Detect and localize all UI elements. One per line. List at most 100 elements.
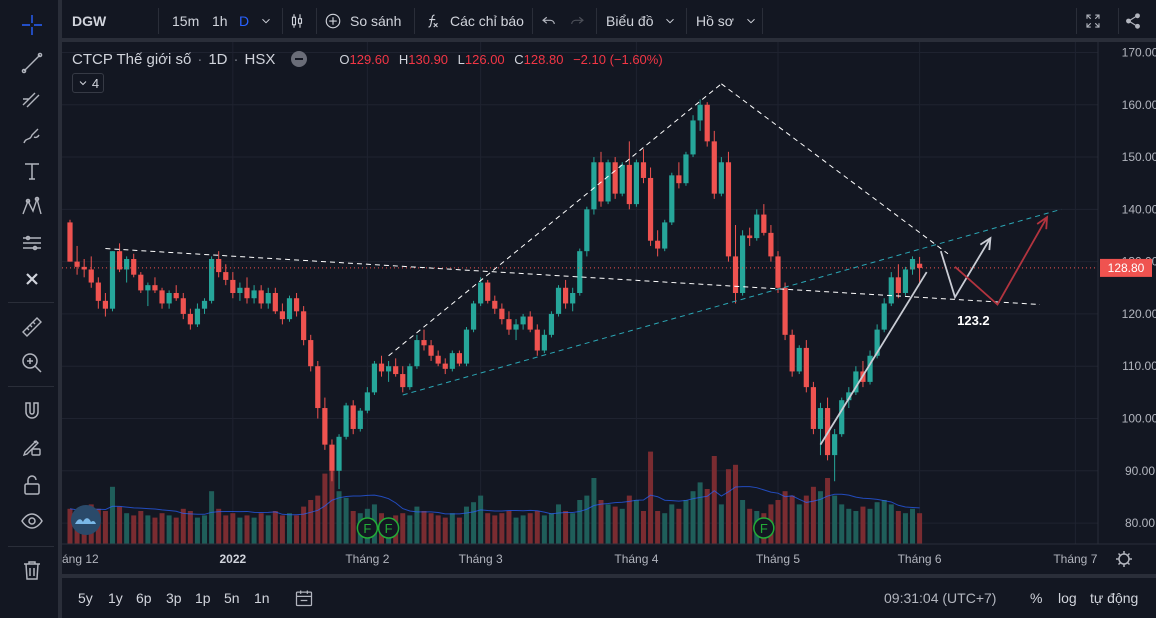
- event-marker[interactable]: F: [753, 517, 775, 539]
- symbol-search[interactable]: DGW: [72, 13, 107, 29]
- candle: [194, 303, 201, 327]
- range-3p[interactable]: 3p: [166, 590, 182, 606]
- text-tool-icon[interactable]: [10, 156, 54, 186]
- clock-timezone[interactable]: 09:31:04 (UTC+7): [884, 590, 997, 606]
- candle: [95, 277, 101, 309]
- percent-toggle[interactable]: %: [1030, 590, 1043, 606]
- candle-body: [308, 340, 314, 367]
- lock-pencil-icon[interactable]: [10, 432, 54, 462]
- event-marker[interactable]: F: [377, 517, 400, 539]
- settings-gear-icon[interactable]: [1116, 551, 1132, 567]
- candle-body: [718, 162, 724, 194]
- compare-button[interactable]: So sánh: [324, 0, 401, 42]
- candle-body: [761, 214, 767, 233]
- layout-menu-button[interactable]: Biểu đồ: [606, 0, 677, 42]
- candle-body: [690, 120, 696, 155]
- candle-body: [102, 300, 108, 309]
- gear-teeth: [1116, 551, 1132, 567]
- auto-scale-toggle[interactable]: tự động: [1090, 590, 1139, 606]
- candle-body: [499, 308, 505, 320]
- undo-icon[interactable]: [540, 0, 558, 42]
- redo-icon[interactable]: [568, 0, 586, 42]
- price-tick-label: 140.00: [1122, 202, 1156, 216]
- candle: [740, 230, 746, 296]
- fib-tool-icon[interactable]: [10, 84, 54, 114]
- chevron-down-icon: [747, 18, 755, 24]
- arrow-head: [1036, 215, 1049, 230]
- volume-bar: [867, 508, 873, 544]
- zoom-in-icon[interactable]: [10, 348, 54, 378]
- candle: [336, 434, 342, 490]
- chevron-down-icon: [666, 18, 675, 24]
- candle-body: [329, 444, 335, 471]
- range-6p[interactable]: 6p: [136, 590, 152, 606]
- candle: [598, 151, 604, 207]
- remove-drawings-icon[interactable]: [10, 264, 54, 294]
- collapse-legend-icon[interactable]: [291, 51, 308, 67]
- candle: [152, 277, 158, 293]
- trend-line-icon[interactable]: [10, 48, 54, 78]
- profile-menu-button[interactable]: Hồ sơ: [696, 0, 758, 42]
- candle: [619, 162, 625, 197]
- range-5y[interactable]: 5y: [78, 590, 93, 606]
- candle-body: [478, 282, 484, 304]
- candle: [470, 300, 477, 333]
- interval-dropdown-chevron-icon[interactable]: [259, 0, 273, 42]
- range-1y[interactable]: 1y: [108, 590, 123, 606]
- magnet-icon[interactable]: [10, 396, 54, 426]
- candle: [357, 408, 363, 432]
- top-toolbar: DGW 15m 1h D So sánh Các chỉ báo Biểu đồ…: [62, 0, 1156, 42]
- price-tick-label: 170.00: [1122, 45, 1156, 59]
- indicators-button[interactable]: Các chỉ báo: [424, 0, 524, 42]
- eye-icon[interactable]: [10, 506, 54, 536]
- fullscreen-icon[interactable]: [1084, 0, 1102, 42]
- pattern-tool-icon[interactable]: [10, 192, 54, 222]
- volume-bar: [832, 495, 838, 544]
- event-marker[interactable]: F: [356, 517, 379, 539]
- volume-bar: [166, 515, 172, 544]
- interval-1h[interactable]: 1h: [212, 13, 228, 29]
- volume-bar: [902, 513, 908, 544]
- candle-style-icon[interactable]: [288, 0, 306, 42]
- candle-body: [527, 316, 533, 330]
- volume-bar: [725, 469, 731, 544]
- price-chart[interactable]: 123.2 FFF 170.00160.00150.00140.00130.00…: [62, 42, 1156, 574]
- chart-pane[interactable]: 123.2 FFF 170.00160.00150.00140.00130.00…: [62, 42, 1156, 574]
- interval-15m[interactable]: 15m: [172, 13, 200, 29]
- lock-icon[interactable]: [10, 470, 54, 500]
- candle: [138, 272, 144, 293]
- volume-bar: [117, 506, 123, 544]
- range-5n[interactable]: 5n: [224, 590, 240, 606]
- volume-bar: [244, 515, 250, 544]
- indicators-toggle[interactable]: 4: [72, 73, 104, 93]
- candle-body: [619, 164, 625, 194]
- volume-bar: [598, 500, 604, 544]
- volume-bar: [258, 513, 264, 544]
- candle: [343, 402, 349, 440]
- prediction-tool-icon[interactable]: [10, 228, 54, 258]
- brush-icon[interactable]: [10, 120, 54, 150]
- candle: [782, 282, 788, 341]
- candle: [237, 282, 243, 301]
- range-1n[interactable]: 1n: [254, 590, 270, 606]
- candle-body: [293, 298, 300, 312]
- date-range-icon[interactable]: [294, 578, 314, 618]
- candle-body: [407, 366, 413, 388]
- trash-icon[interactable]: [10, 555, 54, 585]
- share-icon[interactable]: [1124, 0, 1142, 42]
- candle-body: [251, 290, 257, 299]
- volume-bar: [796, 504, 802, 544]
- candle: [810, 381, 816, 435]
- volume-bar: [294, 515, 300, 544]
- interval-d[interactable]: D: [239, 13, 250, 29]
- crosshair-icon[interactable]: [10, 10, 54, 40]
- candle-body: [138, 274, 144, 291]
- volume-bar: [747, 508, 753, 544]
- candle-body: [421, 340, 427, 346]
- range-1p[interactable]: 1p: [195, 590, 211, 606]
- log-toggle[interactable]: log: [1058, 590, 1077, 606]
- candle: [909, 256, 916, 275]
- volume-bar: [471, 502, 477, 544]
- volume-bar: [534, 511, 540, 544]
- ruler-icon[interactable]: [10, 312, 54, 342]
